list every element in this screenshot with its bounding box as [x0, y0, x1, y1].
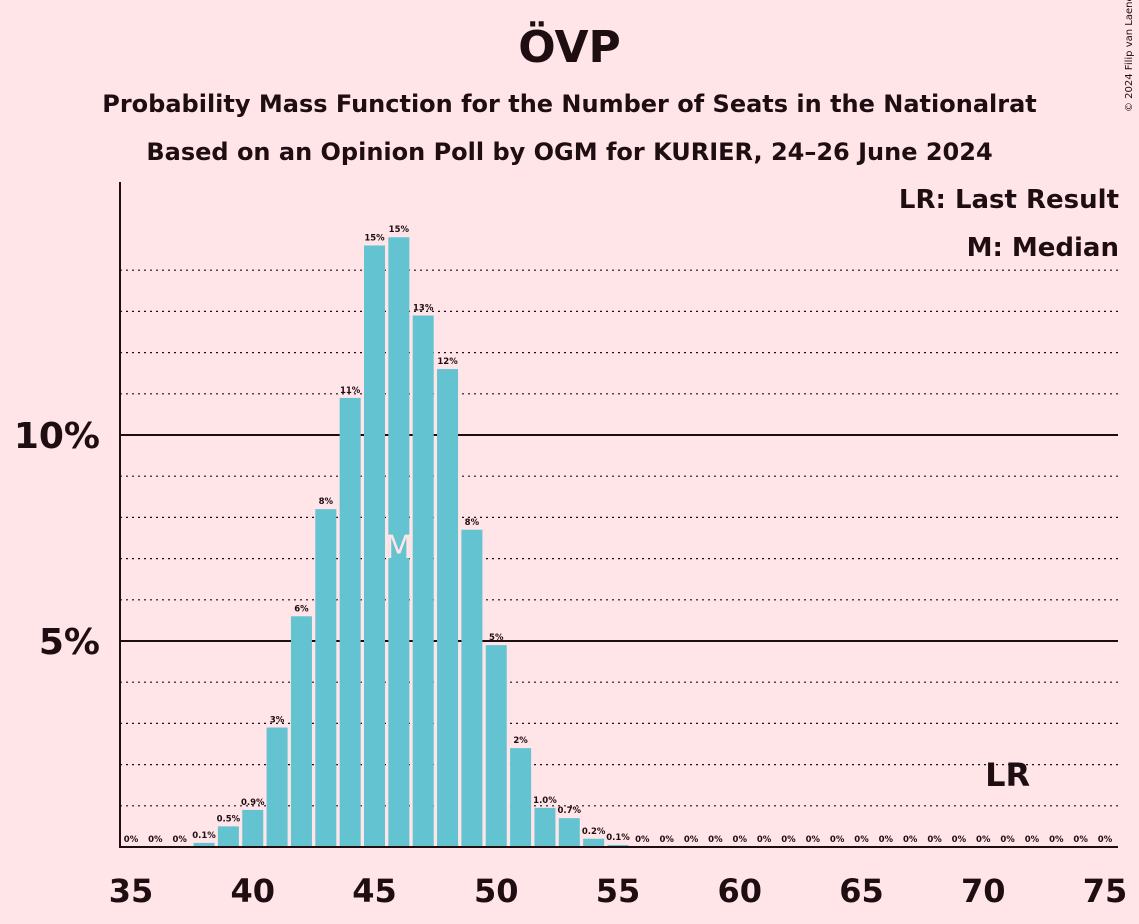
data-label-seats-56: 0% — [635, 835, 650, 845]
data-label-seats-72: 0% — [1025, 835, 1040, 845]
data-label-seats-60: 0% — [733, 835, 748, 845]
data-label-seats-54: 0.2% — [582, 827, 606, 837]
data-label-seats-69: 0% — [952, 835, 967, 845]
data-label-seats-37: 0% — [172, 835, 187, 845]
x-tick-label-45: 45 — [352, 872, 397, 910]
bar-seats-47 — [412, 315, 434, 847]
bar-seats-40 — [242, 809, 264, 847]
y-tick-label-10: 10% — [14, 416, 100, 457]
x-tick-label-40: 40 — [230, 872, 275, 910]
x-tick-label-70: 70 — [961, 872, 1006, 910]
bar-seats-51 — [510, 748, 532, 847]
x-tick-label-35: 35 — [109, 872, 154, 910]
data-label-seats-46: 15% — [389, 225, 410, 235]
x-tick-label-65: 65 — [839, 872, 884, 910]
data-label-seats-68: 0% — [927, 835, 942, 845]
data-label-seats-55: 0.1% — [606, 833, 630, 843]
data-label-seats-50: 5% — [489, 633, 504, 643]
data-label-seats-67: 0% — [903, 835, 918, 845]
last-result-marker: LR — [985, 756, 1030, 794]
x-tick-label-75: 75 — [1083, 872, 1128, 910]
y-tick-label-5: 5% — [39, 622, 100, 663]
bar-seats-52 — [534, 807, 556, 847]
bar-seats-53 — [558, 818, 580, 847]
data-label-seats-52: 1.0% — [533, 796, 557, 806]
bar-seats-55 — [607, 844, 629, 847]
data-label-seats-74: 0% — [1073, 835, 1088, 845]
data-label-seats-73: 0% — [1049, 835, 1064, 845]
data-label-seats-40: 0.9% — [241, 798, 265, 808]
data-label-seats-70: 0% — [976, 835, 991, 845]
bar-seats-39 — [217, 826, 239, 847]
legend-median: M: Median — [966, 233, 1119, 263]
median-marker: M — [385, 528, 413, 566]
data-label-seats-53: 0.7% — [558, 806, 582, 816]
chart-subtitle: Probability Mass Function for the Number… — [102, 90, 1037, 118]
bar-seats-45 — [364, 245, 385, 848]
data-label-seats-64: 0% — [830, 835, 845, 845]
data-label-seats-57: 0% — [659, 835, 674, 845]
bar-seats-44 — [339, 397, 361, 847]
chart-title: ÖVP — [518, 22, 621, 73]
bar-seats-38 — [193, 842, 215, 847]
x-tick-label-55: 55 — [596, 872, 641, 910]
data-label-seats-38: 0.1% — [192, 831, 216, 841]
bar-seats-49 — [461, 529, 483, 847]
data-label-seats-66: 0% — [879, 835, 894, 845]
bar-seats-54 — [583, 838, 605, 847]
chart-source: Based on an Opinion Poll by OGM for KURI… — [146, 138, 993, 166]
data-label-seats-44: 11% — [340, 386, 361, 396]
data-label-seats-35: 0% — [124, 835, 139, 845]
data-label-seats-61: 0% — [757, 835, 772, 845]
data-label-seats-75: 0% — [1098, 835, 1113, 845]
bar-seats-42 — [290, 616, 312, 847]
data-label-seats-49: 8% — [465, 518, 480, 528]
bar-seats-50 — [485, 645, 507, 847]
data-label-seats-59: 0% — [708, 835, 723, 845]
data-label-seats-58: 0% — [684, 835, 699, 845]
data-label-seats-47: 13% — [413, 304, 434, 314]
data-label-seats-71: 0% — [1000, 835, 1015, 845]
data-label-seats-62: 0% — [781, 835, 796, 845]
data-label-seats-42: 6% — [294, 604, 309, 614]
data-label-seats-63: 0% — [806, 835, 821, 845]
x-tick-label-60: 60 — [717, 872, 762, 910]
data-label-seats-41: 3% — [270, 716, 285, 726]
x-tick-label-50: 50 — [474, 872, 519, 910]
data-label-seats-51: 2% — [513, 736, 528, 746]
data-label-seats-45: 15% — [364, 233, 385, 243]
data-label-seats-36: 0% — [148, 835, 163, 845]
data-label-seats-43: 8% — [319, 497, 334, 507]
data-label-seats-65: 0% — [854, 835, 869, 845]
bar-seats-46 — [388, 237, 410, 848]
bar-seats-48 — [437, 369, 459, 847]
legend-last-result: LR: Last Result — [898, 185, 1119, 215]
bar-seats-41 — [266, 727, 288, 847]
data-label-seats-48: 12% — [437, 357, 458, 367]
data-label-seats-39: 0.5% — [217, 814, 241, 824]
bar-seats-43 — [315, 509, 337, 847]
